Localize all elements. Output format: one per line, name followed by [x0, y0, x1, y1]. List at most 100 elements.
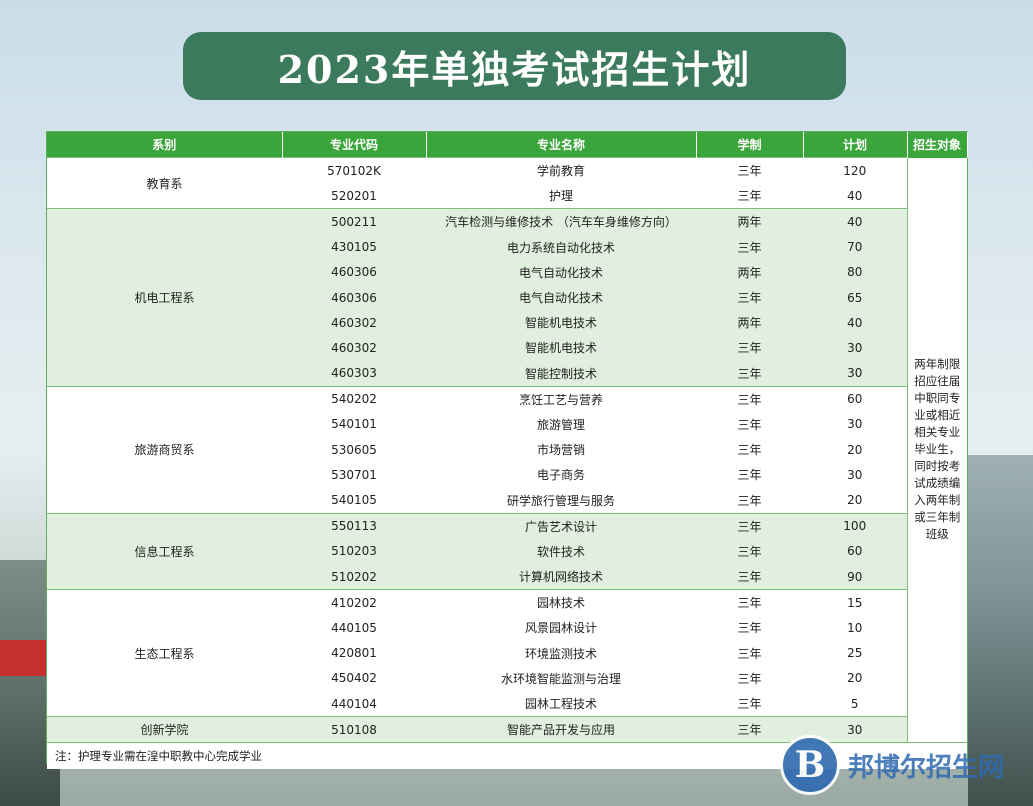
table-row: 540105 研学旅行管理与服务 三年 20 — [47, 487, 967, 514]
code-cell: 510203 — [282, 538, 426, 564]
table-row: 生态工程系 410202 园林技术 三年 15 — [47, 589, 967, 717]
code-cell: 550113 — [282, 512, 426, 539]
years-cell: 三年 — [696, 411, 803, 438]
code-cell: 460302 — [282, 335, 426, 361]
background-building-right — [968, 455, 1033, 806]
code-cell: 540105 — [282, 487, 426, 514]
plan-cell: 30 — [803, 411, 907, 438]
plan-cell: 30 — [803, 335, 907, 361]
plan-cell: 30 — [803, 462, 907, 488]
code-cell: 430105 — [282, 234, 426, 260]
code-cell: 460303 — [282, 360, 426, 387]
plan-cell: 5 — [803, 690, 907, 717]
years-cell: 三年 — [696, 487, 803, 514]
years-cell: 三年 — [696, 589, 803, 616]
table-row: 530701 电子商务 三年 30 — [47, 462, 967, 488]
department-cell: 机电工程系 — [47, 208, 282, 387]
years-cell: 三年 — [696, 512, 803, 539]
table-body: 教育系 570102K 学前教育 三年 120 两年制限招应往届中职同专业或相近相关专业毕… — [47, 156, 967, 770]
table-row: 510203 软件技术 三年 60 — [47, 538, 967, 564]
code-cell: 410202 — [282, 589, 426, 616]
code-cell: 540202 — [282, 385, 426, 412]
plan-cell: 65 — [803, 284, 907, 311]
plan-cell: 25 — [803, 640, 907, 666]
department-cell: 创新学院 — [47, 716, 282, 743]
table-row: 460306 电气自动化技术 两年 80 — [47, 259, 967, 285]
major-cell: 园林工程技术 — [426, 690, 696, 717]
major-cell: 学前教育 — [426, 157, 696, 184]
code-cell: 460306 — [282, 259, 426, 285]
plan-cell: 60 — [803, 538, 907, 564]
major-cell: 烹饪工艺与营养 — [426, 385, 696, 412]
years-cell: 三年 — [696, 284, 803, 311]
department-cell: 生态工程系 — [47, 589, 282, 717]
years-cell: 三年 — [696, 234, 803, 260]
table-row: 创新学院 510108 智能产品开发与应用 三年 30 — [47, 716, 967, 743]
department-cell: 教育系 — [47, 156, 282, 209]
major-cell: 园林技术 — [426, 589, 696, 616]
table-row: 460302 智能机电技术 两年 40 — [47, 310, 967, 336]
years-cell: 三年 — [696, 183, 803, 209]
plan-cell: 20 — [803, 437, 907, 463]
table-row: 460306 电气自动化技术 三年 65 — [47, 284, 967, 311]
header-years: 学制 — [696, 132, 804, 158]
code-cell: 450402 — [282, 665, 426, 691]
department-cell: 旅游商贸系 — [47, 385, 282, 514]
code-cell: 440105 — [282, 615, 426, 641]
years-cell: 三年 — [696, 335, 803, 361]
header-plan: 计划 — [803, 132, 908, 158]
major-cell: 电力系统自动化技术 — [426, 234, 696, 260]
code-cell: 530701 — [282, 462, 426, 488]
page-title: 2023年单独考试招生计划 — [277, 46, 752, 92]
major-cell: 护理 — [426, 183, 696, 209]
table-row: 460303 智能控制技术 三年 30 — [47, 360, 967, 387]
code-cell: 500211 — [282, 208, 426, 235]
years-cell: 两年 — [696, 208, 803, 235]
header-major: 专业名称 — [426, 132, 697, 158]
years-cell: 三年 — [696, 690, 803, 717]
table-row: 机电工程系 500211 汽车检测与维修技术 （汽车车身维修方向） 两年 40 — [47, 208, 967, 387]
code-cell: 570102K — [282, 157, 426, 184]
plan-cell: 70 — [803, 234, 907, 260]
watermark-logo-icon: B — [780, 735, 840, 795]
plan-cell: 15 — [803, 589, 907, 616]
table-header-row: 系别 专业代码 专业名称 学制 计划 招生对象 — [47, 132, 968, 158]
table-row: 460302 智能机电技术 三年 30 — [47, 335, 967, 361]
plan-cell: 40 — [803, 208, 907, 235]
major-cell: 电气自动化技术 — [426, 259, 696, 285]
code-cell: 440104 — [282, 690, 426, 717]
plan-cell: 120 — [803, 157, 907, 184]
table-row: 450402 水环境智能监测与治理 三年 20 — [47, 665, 967, 691]
code-cell: 510108 — [282, 716, 426, 743]
major-cell: 旅游管理 — [426, 411, 696, 438]
years-cell: 三年 — [696, 640, 803, 666]
years-cell: 三年 — [696, 437, 803, 463]
table-row: 信息工程系 550113 广告艺术设计 三年 100 — [47, 512, 967, 590]
plan-cell: 30 — [803, 360, 907, 387]
years-cell: 三年 — [696, 157, 803, 184]
code-cell: 420801 — [282, 640, 426, 666]
watermark: B 邦博尔招生网 — [780, 733, 1025, 797]
table-row: 520201 护理 三年 40 — [47, 183, 967, 209]
table-row: 530605 市场营销 三年 20 — [47, 437, 967, 463]
code-cell: 540101 — [282, 411, 426, 438]
enrollment-table: 系别 专业代码 专业名称 学制 计划 招生对象 教育系 570102K 学前教育 三年… — [47, 132, 968, 770]
years-cell: 三年 — [696, 615, 803, 641]
table-row: 教育系 570102K 学前教育 三年 120 两年制限招应往届中职同专业或相近相关专业毕… — [47, 156, 967, 743]
header-department: 系别 — [47, 132, 283, 158]
major-cell: 电子商务 — [426, 462, 696, 488]
code-cell: 530605 — [282, 437, 426, 463]
target-note-cell: 两年制限招应往届中职同专业或相近相关专业毕业生，同时按考试成绩编入两年制或三年制… — [906, 157, 967, 743]
major-cell: 水环境智能监测与治理 — [426, 665, 696, 691]
years-cell: 三年 — [696, 385, 803, 412]
plan-cell: 40 — [803, 183, 907, 209]
table-row: 510202 计算机网络技术 三年 90 — [47, 564, 967, 590]
plan-cell: 90 — [803, 564, 907, 590]
code-cell: 460306 — [282, 284, 426, 311]
years-cell: 三年 — [696, 360, 803, 387]
major-cell: 软件技术 — [426, 538, 696, 564]
plan-cell: 60 — [803, 385, 907, 412]
major-cell: 电气自动化技术 — [426, 284, 696, 311]
enrollment-table-container: 系别 专业代码 专业名称 学制 计划 招生对象 教育系 570102K 学前教育 三年… — [46, 131, 968, 770]
table-row: 旅游商贸系 540202 烹饪工艺与营养 三年 60 — [47, 385, 967, 514]
